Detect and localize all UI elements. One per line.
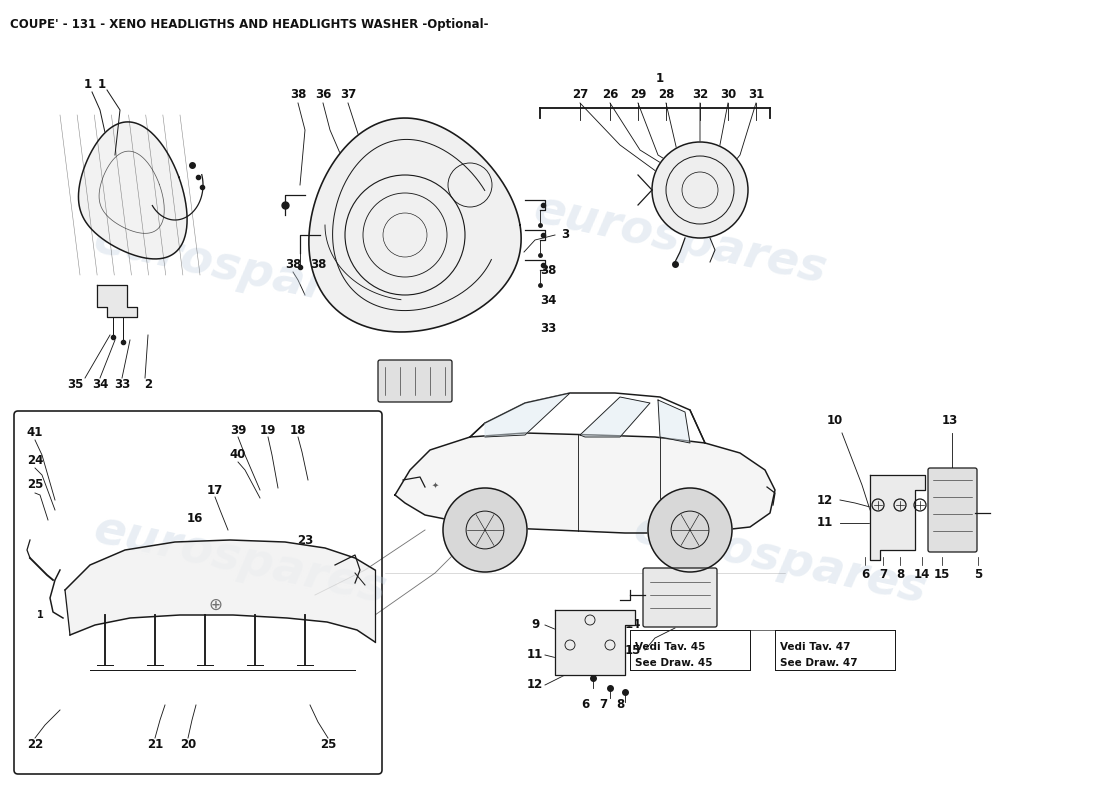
Text: 7: 7: [598, 698, 607, 711]
Text: 27: 27: [572, 89, 588, 102]
Text: 38: 38: [540, 263, 557, 277]
Text: 4: 4: [675, 554, 684, 566]
Text: 18: 18: [289, 423, 306, 437]
Text: 10: 10: [827, 414, 843, 426]
Text: 11: 11: [527, 649, 543, 662]
Text: 1: 1: [36, 610, 43, 620]
Text: 40: 40: [230, 449, 246, 462]
Text: 12: 12: [817, 494, 833, 506]
FancyBboxPatch shape: [644, 568, 717, 627]
Text: 1: 1: [656, 71, 664, 85]
Polygon shape: [78, 122, 187, 259]
Polygon shape: [65, 540, 375, 642]
Polygon shape: [580, 397, 650, 437]
Polygon shape: [658, 400, 690, 443]
Text: 8: 8: [895, 569, 904, 582]
Text: 38: 38: [310, 258, 327, 271]
Text: Vedi Tav. 45: Vedi Tav. 45: [635, 642, 705, 652]
Text: 35: 35: [67, 378, 84, 391]
Text: See Draw. 45: See Draw. 45: [635, 658, 713, 668]
Text: 15: 15: [625, 643, 641, 657]
Circle shape: [648, 488, 732, 572]
Text: See Draw. 47: See Draw. 47: [780, 658, 858, 668]
Text: 25: 25: [320, 738, 337, 751]
Text: 34: 34: [540, 294, 557, 306]
Text: 9: 9: [531, 618, 539, 631]
Polygon shape: [556, 610, 635, 675]
Text: 11: 11: [817, 517, 833, 530]
Text: 36: 36: [315, 89, 331, 102]
Text: 34: 34: [91, 378, 108, 391]
Text: 20: 20: [180, 738, 196, 751]
Text: 38: 38: [289, 89, 306, 102]
Text: 14: 14: [914, 569, 931, 582]
Text: 32: 32: [692, 89, 708, 102]
Text: 5: 5: [974, 569, 982, 582]
Text: Vedi Tav. 47: Vedi Tav. 47: [780, 642, 850, 652]
Text: 38: 38: [285, 258, 301, 271]
Text: 15: 15: [934, 569, 950, 582]
Text: 24: 24: [26, 454, 43, 466]
Text: 41: 41: [26, 426, 43, 438]
Text: 6: 6: [861, 569, 869, 582]
Text: 12: 12: [527, 678, 543, 691]
Text: 1: 1: [98, 78, 106, 91]
Text: 19: 19: [260, 423, 276, 437]
Text: 22: 22: [26, 738, 43, 751]
Text: 33: 33: [114, 378, 130, 391]
Circle shape: [443, 488, 527, 572]
Circle shape: [652, 142, 748, 238]
FancyBboxPatch shape: [378, 360, 452, 402]
Text: 16: 16: [187, 511, 204, 525]
Text: eurospares: eurospares: [529, 187, 830, 293]
Text: 1: 1: [84, 78, 92, 91]
FancyBboxPatch shape: [928, 468, 977, 552]
Text: 28: 28: [658, 89, 674, 102]
Text: 8: 8: [616, 698, 624, 711]
Polygon shape: [309, 118, 521, 332]
Text: 30: 30: [719, 89, 736, 102]
Text: 14: 14: [625, 618, 641, 631]
Text: 33: 33: [540, 322, 557, 334]
Polygon shape: [485, 393, 570, 437]
Text: 26: 26: [602, 89, 618, 102]
Text: 25: 25: [26, 478, 43, 491]
Text: 2: 2: [144, 378, 152, 391]
Text: 7: 7: [879, 569, 887, 582]
Text: 3: 3: [561, 229, 569, 242]
Text: 17: 17: [207, 483, 223, 497]
Text: 31: 31: [748, 89, 764, 102]
Text: 23: 23: [297, 534, 313, 546]
Text: 29: 29: [630, 89, 646, 102]
Text: ✦: ✦: [431, 481, 439, 490]
Polygon shape: [870, 475, 925, 560]
Text: ⊕: ⊕: [208, 596, 222, 614]
Polygon shape: [97, 285, 138, 317]
Text: eurospares: eurospares: [629, 507, 931, 613]
Text: COUPE' - 131 - XENO HEADLIGTHS AND HEADLIGHTS WASHER -Optional-: COUPE' - 131 - XENO HEADLIGTHS AND HEADL…: [10, 18, 488, 31]
FancyBboxPatch shape: [14, 411, 382, 774]
Text: eurospares: eurospares: [89, 217, 390, 323]
Text: 21: 21: [147, 738, 163, 751]
Text: 13: 13: [942, 414, 958, 426]
Text: 6: 6: [581, 698, 590, 711]
Text: eurospares: eurospares: [89, 507, 390, 613]
Text: 39: 39: [230, 423, 246, 437]
Polygon shape: [395, 433, 776, 533]
Text: 37: 37: [340, 89, 356, 102]
